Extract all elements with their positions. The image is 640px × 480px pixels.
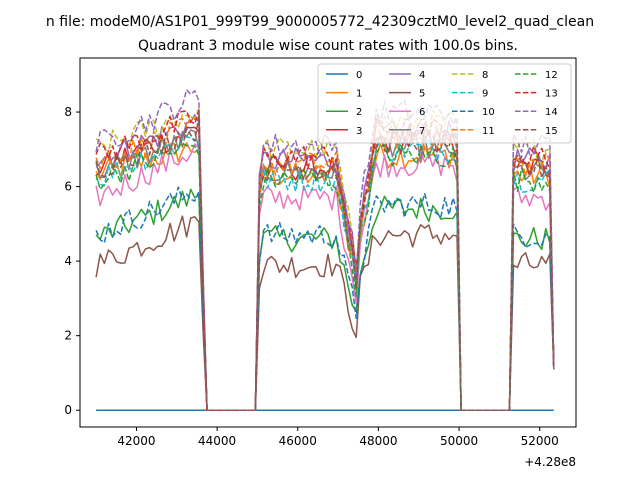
legend-label-4: 4 xyxy=(419,70,425,81)
x-tick-label: 48000 xyxy=(359,434,397,448)
x-tick-label: 50000 xyxy=(440,434,478,448)
series-line-6 xyxy=(95,143,555,411)
y-tick-label: 2 xyxy=(64,329,72,343)
series-line-2 xyxy=(95,188,555,411)
y-tick-label: 4 xyxy=(64,254,72,268)
legend-label-5: 5 xyxy=(419,89,425,100)
legend-label-1: 1 xyxy=(356,89,362,100)
series-line-9 xyxy=(95,136,555,411)
legend-label-3: 3 xyxy=(356,126,362,137)
y-axis: 0 2 4 6 8 xyxy=(64,105,80,417)
series-lines xyxy=(95,89,555,411)
series-line-7 xyxy=(95,129,555,411)
x-axis: 42000 44000 46000 48000 50000 52000 xyxy=(117,427,559,448)
x-offset-label: +4.28e8 xyxy=(524,455,576,469)
y-tick-label: 8 xyxy=(64,105,72,119)
legend-label-9: 9 xyxy=(482,89,488,100)
series-line-5 xyxy=(95,215,555,411)
legend-label-0: 0 xyxy=(356,70,362,81)
legend-label-13: 13 xyxy=(545,89,558,100)
legend-label-12: 12 xyxy=(545,70,558,81)
y-tick-label: 0 xyxy=(64,403,72,417)
x-tick-label: 44000 xyxy=(198,434,236,448)
plot-frame xyxy=(79,57,577,428)
legend-label-15: 15 xyxy=(545,126,558,137)
legend-label-2: 2 xyxy=(356,107,362,118)
x-tick-label: 42000 xyxy=(117,434,155,448)
series-line-12 xyxy=(95,142,555,411)
chart-title: Quadrant 3 module wise count rates with … xyxy=(138,38,518,54)
x-tick-label: 52000 xyxy=(521,434,559,448)
legend-box xyxy=(317,63,572,144)
x-tick-label: 46000 xyxy=(279,434,317,448)
y-tick-label: 6 xyxy=(64,180,72,194)
legend-label-6: 6 xyxy=(419,107,425,118)
legend-label-11: 11 xyxy=(482,126,495,137)
legend-label-8: 8 xyxy=(482,70,488,81)
figure-suptitle: n file: modeM0/AS1P01_999T99_9000005772_… xyxy=(46,14,594,30)
series-line-10 xyxy=(95,186,555,411)
legend-label-10: 10 xyxy=(482,107,495,118)
legend-label-7: 7 xyxy=(419,126,425,137)
legend-label-14: 14 xyxy=(545,107,558,118)
series-line-15 xyxy=(95,115,555,411)
